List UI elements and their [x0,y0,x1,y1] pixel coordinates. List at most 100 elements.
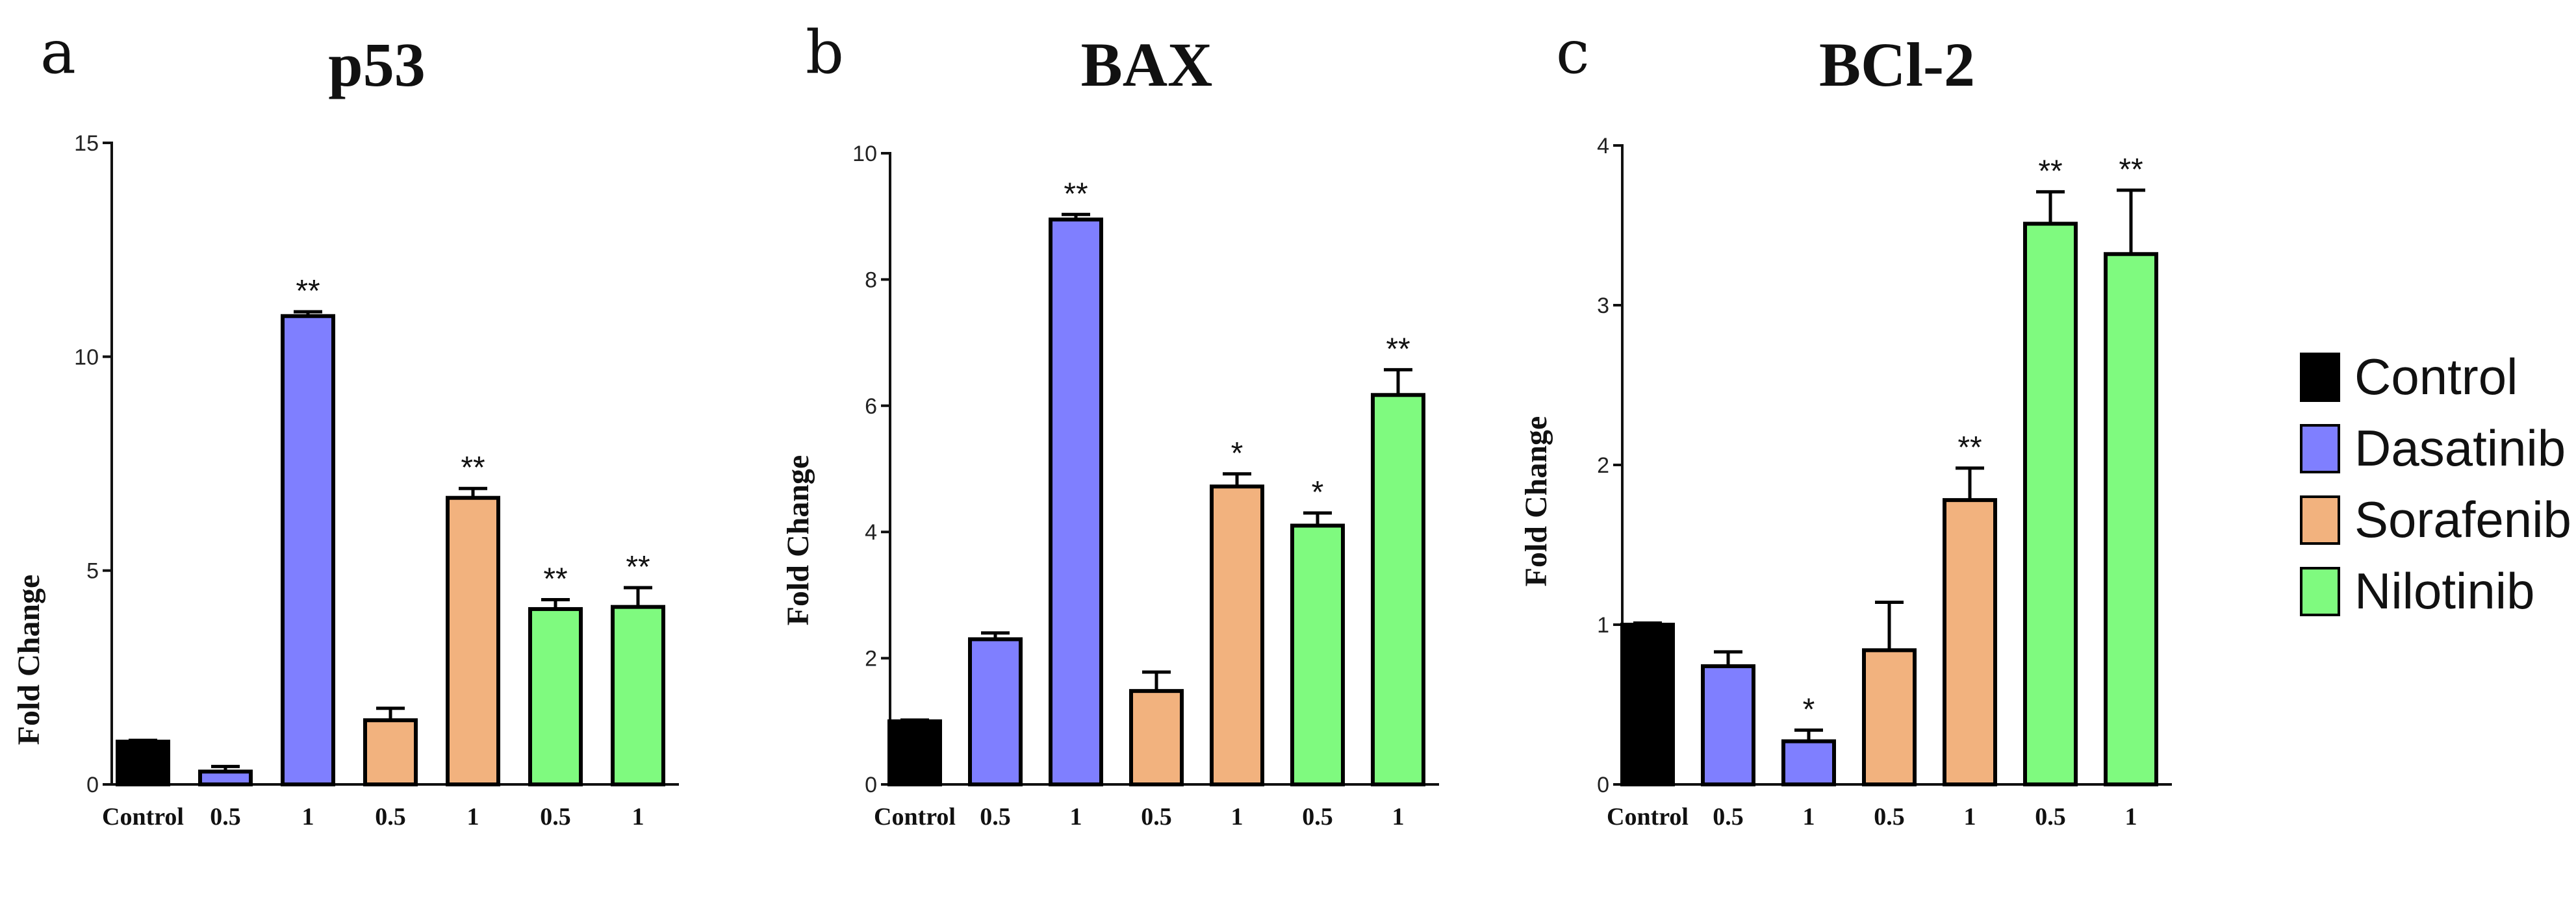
error-bar [2117,188,2145,255]
plot-area: 0 2 4 6 8 10 Control 0.5 ** 1 0.5 * 1 * 0.5 ** 1 [852,142,1439,831]
significance-label: * [1231,436,1243,471]
bar [1371,393,1425,786]
y-axis-label: Fold Change [1519,416,1553,587]
bar [198,769,253,786]
error-bar [1303,511,1332,526]
panel-c: c BCl-2 Fold Change 0 1 2 3 4 Control 0.5 * 1 0.5… [1519,18,2172,831]
panel-letter: c [1556,18,1590,87]
legend: Control Dasatinib Sorafenib Nilotinib [2300,348,2571,619]
panel-letter: a [40,18,76,87]
bar [1129,689,1184,787]
chart-title: p53 [328,30,425,99]
error-bar [1384,368,1412,395]
bar [1701,664,1755,786]
x-tick-label: 1 [1070,803,1082,831]
x-tick-label: 1 [1231,803,1243,831]
y-tick-label: 2 [865,647,877,671]
bar [528,606,583,786]
significance-label: ** [296,274,320,308]
legend-label: Control [2354,348,2518,405]
y-tick-label: 0 [865,773,877,797]
y-tick-label: 0 [1597,773,1609,797]
bar [363,718,418,786]
bar [1049,218,1103,786]
x-tick-label: Control [1607,803,1689,831]
error-bar [1875,601,1904,651]
bar [611,605,665,786]
error-bar [1794,728,1823,742]
bar [968,637,1023,786]
bar [1290,523,1345,786]
bar [1862,648,1917,786]
y-tick-label: 1 [1597,613,1609,638]
significance-label: ** [461,451,485,485]
x-tick-label: 1 [467,803,479,831]
error-bar [1714,650,1742,666]
significance-label: ** [2038,154,2062,188]
error-bar [1142,670,1171,692]
y-tick-label: 2 [1597,453,1609,478]
legend-label: Dasatinib [2354,419,2566,477]
y-tick-label: 4 [1597,134,1609,158]
error-bar [900,718,929,722]
error-bar [1956,466,1984,501]
legend-label: Sorafenib [2354,491,2571,548]
error-bar [376,706,405,721]
bar [2023,221,2078,787]
x-tick-label: 0.5 [375,803,406,831]
error-bar [1062,212,1090,220]
y-tick-label: 5 [86,559,99,584]
x-tick-label: Control [102,803,184,831]
bar [1210,484,1264,786]
significance-label: * [1803,692,1815,727]
y-axis-label: Fold Change [781,455,815,626]
x-tick-label: 0.5 [210,803,241,831]
y-tick-label: 10 [852,142,877,166]
x-tick-label: 0.5 [1874,803,1905,831]
bar [1781,739,1836,786]
y-tick-label: 10 [74,345,99,369]
legend-swatch [2300,353,2340,402]
plot-area: 0 1 2 3 4 Control 0.5 * 1 0.5 ** 1 ** 0.5 ** 1 [1597,134,2172,831]
legend-label: Nilotinib [2354,562,2534,619]
y-tick-label: 8 [865,268,877,292]
panel-a: a p53 Fold Change 0 5 10 15 Control 0.5 ** 1 0.5… [12,18,679,831]
x-tick-label: 0.5 [1141,803,1172,831]
chart-title: BCl-2 [1819,30,1975,99]
bar [2104,252,2158,786]
error-bar [2036,190,2065,224]
x-tick-label: 1 [1392,803,1405,831]
y-tick-label: 0 [86,773,99,797]
x-tick-label: 1 [2125,803,2137,831]
significance-label: ** [543,562,567,596]
y-tick-label: 4 [865,520,877,545]
error-bar [1633,621,1662,625]
panel-letter: b [806,18,844,87]
x-tick-label: 1 [632,803,644,831]
significance-label: ** [1064,177,1088,211]
y-tick-label: 6 [865,394,877,419]
legend-swatch [2300,567,2340,616]
significance-label: * [1312,475,1324,510]
error-bar [459,486,487,498]
error-bar [624,586,652,607]
legend-swatch [2300,495,2340,545]
chart-title: BAX [1081,30,1213,99]
error-bar [1223,472,1251,487]
error-bar [211,764,240,772]
x-tick-label: 1 [302,803,314,831]
bar [446,495,500,787]
bar [887,719,942,787]
significance-label: ** [626,550,650,584]
x-tick-label: 0.5 [1302,803,1333,831]
error-bar [294,310,322,316]
legend-swatch [2300,424,2340,473]
x-tick-label: Control [874,803,956,831]
bar [1943,498,1997,786]
error-bar [981,631,1010,640]
significance-label: ** [2119,153,2143,187]
x-tick-label: 0.5 [1713,803,1744,831]
bar [116,740,170,786]
